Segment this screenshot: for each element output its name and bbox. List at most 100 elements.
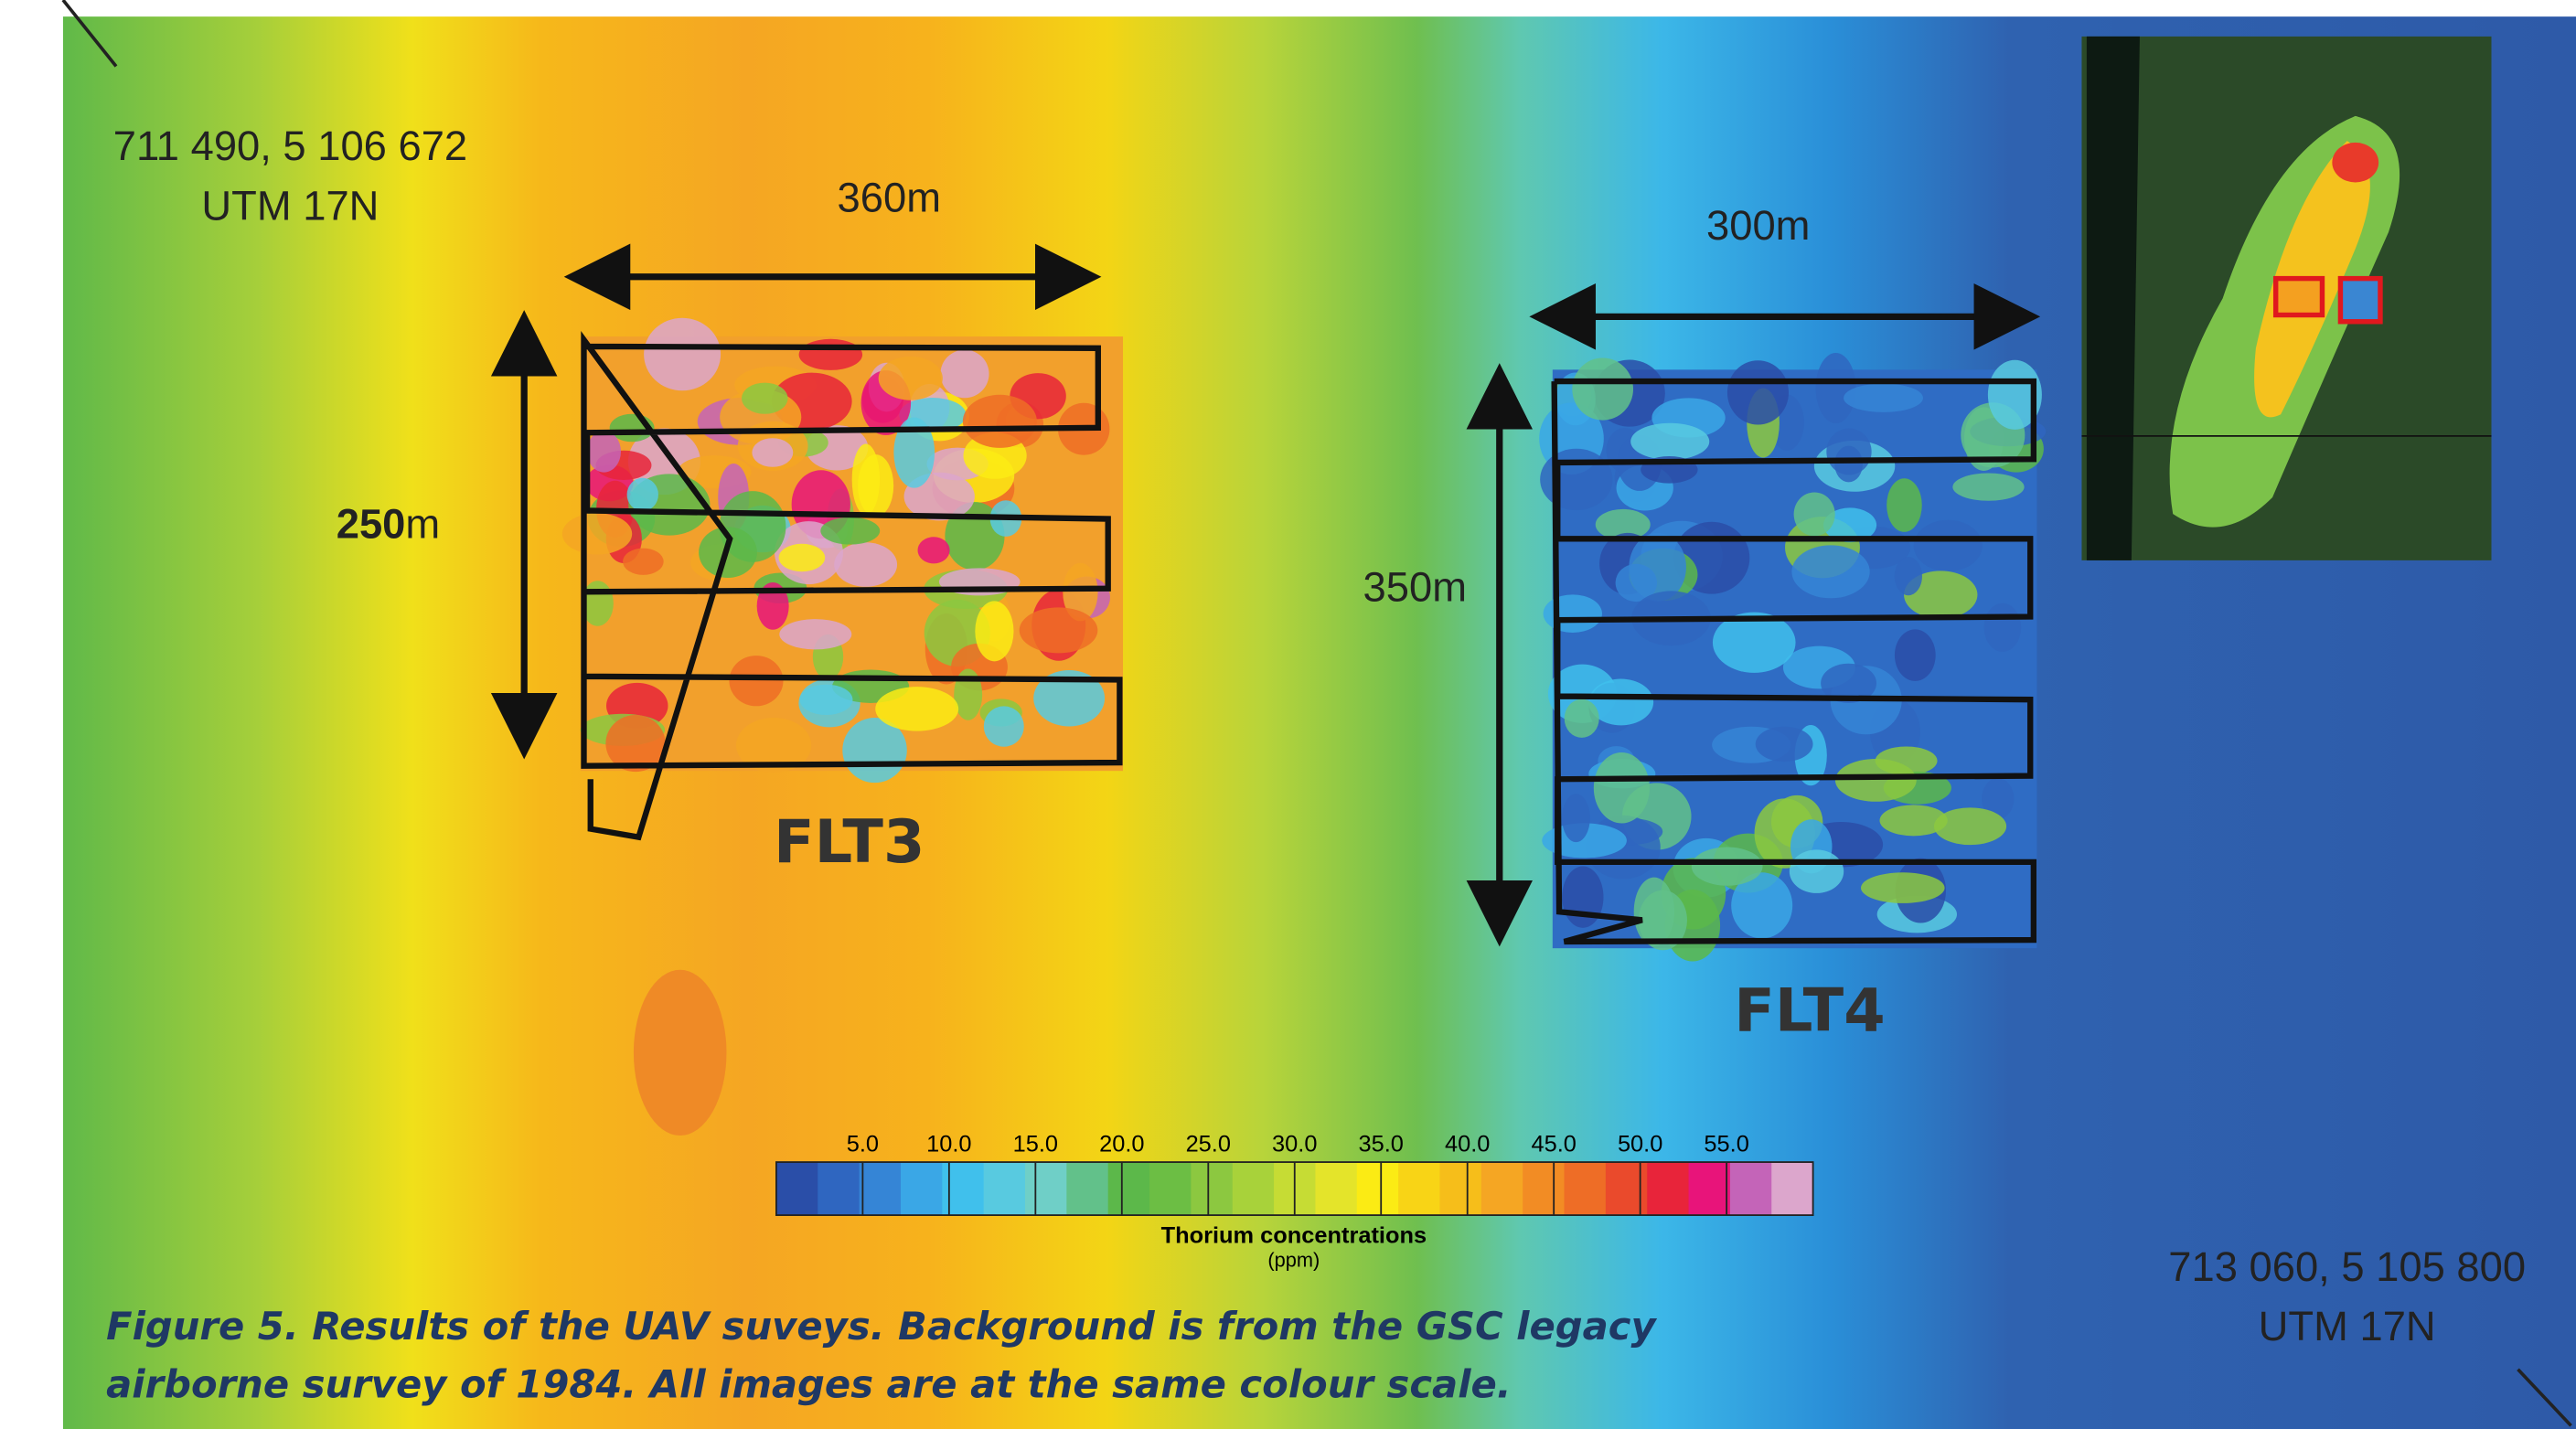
swatch [1647,1162,1689,1215]
texture [1914,520,1983,571]
texture [799,339,862,370]
swatch [1149,1162,1192,1215]
swatch [1439,1162,1481,1215]
texture [587,431,621,473]
utm-zone: UTM 17N [201,182,379,229]
swatch [818,1162,860,1215]
texture [1794,492,1835,536]
swatch [1523,1162,1565,1215]
height-number: 250 [337,501,406,548]
flt3-grid [562,318,1123,783]
texture [1756,727,1813,762]
utm-zone: UTM 17N [2259,1303,2436,1349]
caption-line: airborne survey of 1984. All images are … [106,1362,1512,1407]
swatch [1233,1162,1275,1215]
flt4-grid [1539,353,2046,962]
texture [1844,384,1923,412]
texture [984,706,1024,746]
survey-label: FLT3 [774,807,925,877]
swatch [1689,1162,1731,1215]
tick-label: 45.0 [1531,1132,1576,1157]
figure: 711 490, 5 106 672 UTM 17N 713 060, 5 10… [0,0,2576,1429]
height-label: 250m [337,501,440,548]
texture [1835,759,1917,802]
texture [879,357,943,400]
texture [1544,594,1602,633]
swatch [1191,1162,1233,1215]
texture [1629,533,1686,602]
texture [1790,849,1844,893]
texture [1861,872,1945,903]
anomaly [634,970,727,1136]
texture [1816,353,1856,423]
width-label: 360m [838,174,941,220]
texture [627,478,658,511]
tick-label: 55.0 [1704,1132,1748,1157]
texture [1540,449,1612,510]
tick-label: 50.0 [1618,1132,1662,1157]
tick-label: 30.0 [1272,1132,1317,1157]
texture [820,517,880,545]
colorbar-unit: (ppm) [1267,1249,1320,1272]
texture [1791,545,1869,598]
texture [1565,699,1599,738]
swatch [1398,1162,1440,1215]
texture [852,444,880,516]
texture [1887,478,1922,532]
height-unit: m [405,501,440,548]
swatch [1606,1162,1648,1215]
texture [1562,794,1590,842]
texture [644,318,721,391]
inset-map [2081,37,2491,560]
texture [834,542,897,587]
texture [963,395,1037,448]
texture [1895,629,1936,681]
texture [752,438,793,467]
coordinates: 711 490, 5 106 672 [113,123,467,169]
swatch [984,1162,1026,1215]
texture [1834,446,1863,483]
texture [1020,607,1098,653]
colorbar-title: Thorium concentrations [1161,1222,1427,1248]
texture [623,549,664,575]
tick-label: 20.0 [1099,1132,1144,1157]
swatch [1565,1162,1607,1215]
height-label: 350m [1363,563,1467,610]
texture [1984,603,2022,652]
texture [918,537,950,563]
coordinates: 713 060, 5 105 800 [2168,1243,2526,1290]
tick-label: 40.0 [1445,1132,1490,1157]
tick-label: 15.0 [1013,1132,1058,1157]
texture [940,350,989,399]
swatch [776,1162,818,1215]
texture [562,513,632,554]
swatch [1771,1162,1813,1215]
swatch [1315,1162,1357,1215]
texture [1572,357,1633,420]
texture [800,685,853,715]
caption-line: Figure 5. Results of the UAV suveys. Bac… [106,1304,1657,1349]
texture [875,687,958,730]
texture [1895,557,1922,595]
width-label: 300m [1706,202,1810,249]
texture [779,544,826,571]
survey-label: FLT4 [1734,976,1885,1046]
swatch [860,1162,902,1215]
texture [779,619,851,649]
tick-label: 35.0 [1359,1132,1404,1157]
tick-label: 5.0 [847,1132,879,1157]
texture [1594,752,1650,823]
swatch [1025,1162,1067,1215]
texture [975,601,1013,661]
swatch [1730,1162,1772,1215]
texture [1727,360,1789,424]
swatch [1066,1162,1108,1215]
texture [1692,847,1763,885]
texture [1562,867,1603,928]
swatch [901,1162,943,1215]
swatch [1357,1162,1399,1215]
swatch [1481,1162,1523,1215]
texture [1934,807,2006,845]
tick-label: 25.0 [1186,1132,1231,1157]
